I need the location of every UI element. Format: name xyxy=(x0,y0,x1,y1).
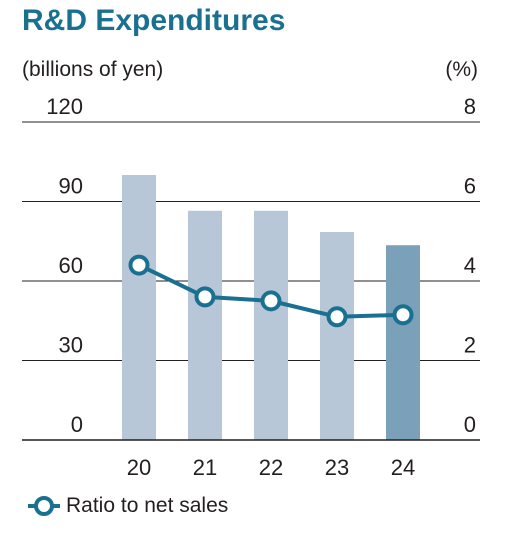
category-label-22: 22 xyxy=(259,455,283,480)
left-axis-tick: 0 xyxy=(71,412,83,437)
right-axis-unit: (%) xyxy=(445,58,478,81)
ratio-point-21 xyxy=(194,286,216,308)
bar-21 xyxy=(188,210,222,440)
bar-20 xyxy=(122,175,156,440)
bar-24 xyxy=(386,245,420,440)
ratio-point-24 xyxy=(392,304,414,326)
left-axis-tick: 120 xyxy=(46,94,83,119)
chart-title: R&D Expenditures xyxy=(22,4,286,37)
left-axis-unit: (billions of yen) xyxy=(22,58,164,81)
ratio-point-23 xyxy=(326,306,348,328)
left-axis-tick: 60 xyxy=(59,253,83,278)
ratio-point-22 xyxy=(260,290,282,312)
legend-line-marker-icon xyxy=(28,496,60,516)
right-axis-tick: 6 xyxy=(464,174,476,199)
category-label-23: 23 xyxy=(325,455,349,480)
right-axis-tick: 4 xyxy=(464,253,476,278)
category-label-24: 24 xyxy=(391,455,415,480)
bar-22 xyxy=(254,210,288,440)
category-label-20: 20 xyxy=(127,455,151,480)
right-axis-tick: 0 xyxy=(464,412,476,437)
legend-label-ratio: Ratio to net sales xyxy=(66,494,229,517)
legend: Ratio to net sales xyxy=(28,494,228,518)
right-axis-tick: 2 xyxy=(464,333,476,358)
ratio-point-20 xyxy=(128,254,150,276)
category-label-21: 21 xyxy=(193,455,217,480)
left-axis-tick: 30 xyxy=(59,333,83,358)
right-axis-tick: 8 xyxy=(464,94,476,119)
bar-23 xyxy=(320,231,354,440)
left-axis-tick: 90 xyxy=(59,174,83,199)
